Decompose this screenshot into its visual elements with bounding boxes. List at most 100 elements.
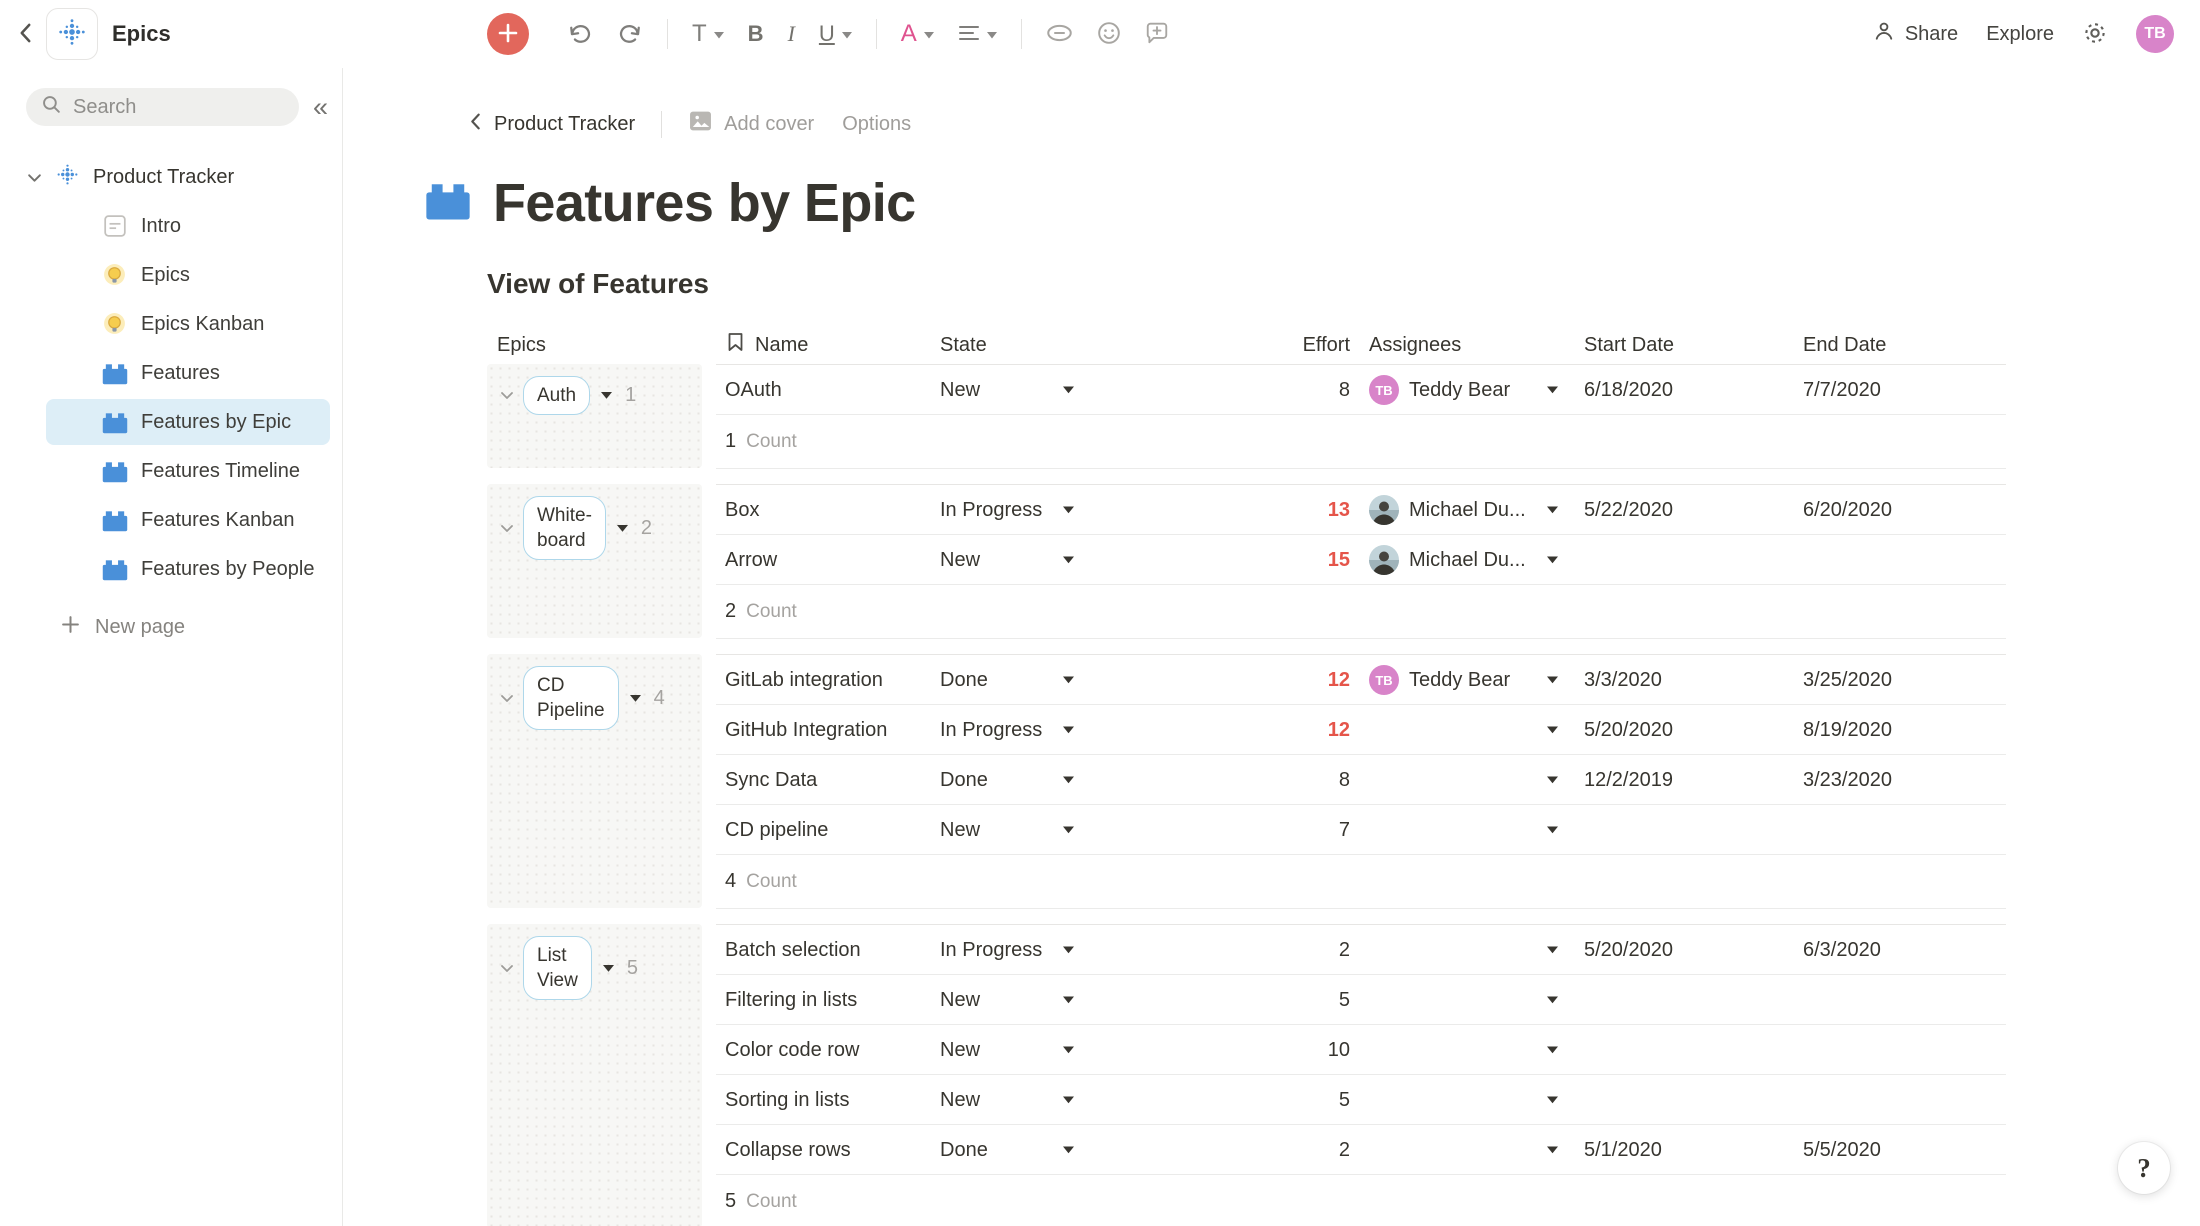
cell-assignees[interactable] <box>1352 755 1568 805</box>
undo-button[interactable] <box>567 21 593 48</box>
assignee-dropdown-caret[interactable] <box>1547 946 1558 954</box>
state-dropdown-caret[interactable] <box>1063 506 1074 514</box>
cell-name[interactable]: GitHub Integration <box>725 718 888 741</box>
sidebar-item-features[interactable]: Features <box>46 350 330 396</box>
search-input[interactable]: Search <box>26 88 299 126</box>
assignee-dropdown-caret[interactable] <box>1547 1046 1558 1054</box>
explore-button[interactable]: Explore <box>1986 23 2054 46</box>
column-header-end-date[interactable]: End Date <box>1803 333 1887 356</box>
cell-state[interactable]: Done <box>940 669 1140 692</box>
column-header-assignees[interactable]: Assignees <box>1369 333 1462 356</box>
state-dropdown-caret[interactable] <box>1063 946 1074 954</box>
sidebar-item-features-by-people[interactable]: Features by People <box>46 546 330 592</box>
cell-end-date[interactable]: 3/25/2020 <box>1803 668 1892 691</box>
cell-start-date[interactable]: 5/22/2020 <box>1584 498 1673 521</box>
cell-state[interactable]: Done <box>940 769 1140 792</box>
group-options-caret[interactable] <box>601 392 613 399</box>
cell-end-date[interactable]: 6/20/2020 <box>1803 498 1892 521</box>
cell-start-date[interactable]: 5/20/2020 <box>1584 718 1673 741</box>
user-avatar[interactable]: TB <box>2136 15 2174 53</box>
cell-start-date[interactable]: 5/1/2020 <box>1584 1138 1662 1161</box>
cell-effort[interactable]: 15 <box>1327 548 1350 571</box>
assignee-dropdown-caret[interactable] <box>1547 996 1558 1004</box>
cell-effort[interactable]: 5 <box>1338 988 1350 1011</box>
cell-state[interactable]: New <box>940 1039 1140 1062</box>
workspace-logo[interactable] <box>46 8 98 60</box>
help-button[interactable]: ? <box>2118 1142 2170 1194</box>
cell-state[interactable]: New <box>940 1089 1140 1112</box>
new-page-button[interactable]: New page <box>0 604 342 650</box>
cell-end-date[interactable]: 6/3/2020 <box>1803 938 1881 961</box>
cell-name[interactable]: CD pipeline <box>725 818 829 841</box>
sidebar-collapse-button[interactable]: « <box>312 91 328 122</box>
assignee-dropdown-caret[interactable] <box>1547 676 1558 684</box>
page-icon-brick[interactable] <box>425 180 471 226</box>
italic-button[interactable]: I <box>788 21 795 47</box>
state-dropdown-caret[interactable] <box>1063 676 1074 684</box>
cell-state[interactable]: New <box>940 379 1140 402</box>
column-header-state[interactable]: State <box>940 333 987 356</box>
cell-end-date[interactable]: 3/23/2020 <box>1803 768 1892 791</box>
cell-effort[interactable]: 2 <box>1338 1138 1350 1161</box>
column-header-effort[interactable]: Effort <box>1302 333 1350 356</box>
state-dropdown-caret[interactable] <box>1063 776 1074 784</box>
assignee-dropdown-caret[interactable] <box>1547 726 1558 734</box>
group-options-caret[interactable] <box>602 964 614 972</box>
cell-state[interactable]: New <box>940 989 1140 1012</box>
cell-state[interactable]: In Progress <box>940 499 1140 522</box>
cell-name[interactable]: Batch selection <box>725 938 861 961</box>
state-dropdown-caret[interactable] <box>1063 386 1074 394</box>
cell-name[interactable]: GitLab integration <box>725 668 883 691</box>
cell-name[interactable]: Filtering in lists <box>725 988 858 1011</box>
state-dropdown-caret[interactable] <box>1063 826 1074 834</box>
cell-name[interactable]: Collapse rows <box>725 1138 851 1161</box>
group-collapse-chevron[interactable] <box>500 391 514 400</box>
back-button[interactable] <box>12 23 38 46</box>
sidebar-item-product-tracker[interactable]: Product Tracker <box>0 154 342 200</box>
assignee-dropdown-caret[interactable] <box>1547 506 1558 514</box>
sidebar-item-features-kanban[interactable]: Features Kanban <box>46 497 330 543</box>
cell-effort[interactable]: 2 <box>1338 938 1350 961</box>
cell-assignees[interactable] <box>1352 805 1568 855</box>
assignee-dropdown-caret[interactable] <box>1547 826 1558 834</box>
sidebar-item-intro[interactable]: Intro <box>46 203 330 249</box>
cell-name[interactable]: Color code row <box>725 1038 860 1061</box>
cell-name[interactable]: Box <box>725 498 760 521</box>
share-button[interactable]: Share <box>1873 20 1958 48</box>
cell-start-date[interactable]: 3/3/2020 <box>1584 668 1662 691</box>
breadcrumb-back[interactable]: Product Tracker <box>470 113 635 136</box>
column-header-start-date[interactable]: Start Date <box>1584 333 1675 356</box>
cell-assignees[interactable]: TB Teddy Bear <box>1352 655 1568 705</box>
group-options-caret[interactable] <box>629 694 641 702</box>
cell-assignees[interactable]: Michael Du... <box>1352 535 1568 585</box>
sidebar-item-epics-kanban[interactable]: Epics Kanban <box>46 301 330 347</box>
add-cover-button[interactable]: Add cover <box>688 110 814 138</box>
sidebar-item-features-by-epic[interactable]: Features by Epic <box>46 399 330 445</box>
cell-start-date[interactable]: 6/18/2020 <box>1584 378 1673 401</box>
cell-assignees[interactable] <box>1352 1075 1568 1125</box>
cell-end-date[interactable]: 8/19/2020 <box>1803 718 1892 741</box>
cell-effort[interactable]: 5 <box>1338 1088 1350 1111</box>
cell-end-date[interactable]: 7/7/2020 <box>1803 378 1881 401</box>
underline-button[interactable]: U <box>819 21 852 47</box>
state-dropdown-caret[interactable] <box>1063 1146 1074 1154</box>
redo-button[interactable] <box>617 21 643 48</box>
epic-pill[interactable]: Auth <box>523 376 591 415</box>
assignee-dropdown-caret[interactable] <box>1547 556 1558 564</box>
options-button[interactable]: Options <box>842 113 911 136</box>
cell-state[interactable]: Done <box>940 1139 1140 1162</box>
column-header-name[interactable]: Name <box>716 332 940 358</box>
cell-state[interactable]: In Progress <box>940 939 1140 962</box>
cell-state[interactable]: New <box>940 819 1140 842</box>
cell-end-date[interactable]: 5/5/2020 <box>1803 1138 1881 1161</box>
sidebar-item-features-timeline[interactable]: Features Timeline <box>46 448 330 494</box>
cell-effort[interactable]: 12 <box>1327 718 1350 741</box>
cell-assignees[interactable] <box>1352 975 1568 1025</box>
emoji-button[interactable] <box>1097 21 1121 48</box>
cell-assignees[interactable] <box>1352 925 1568 975</box>
cell-name[interactable]: OAuth <box>725 378 782 401</box>
state-dropdown-caret[interactable] <box>1063 1096 1074 1104</box>
insert-block-button[interactable] <box>487 13 529 55</box>
group-options-caret[interactable] <box>616 524 628 532</box>
epic-pill[interactable]: List View <box>523 936 592 1000</box>
